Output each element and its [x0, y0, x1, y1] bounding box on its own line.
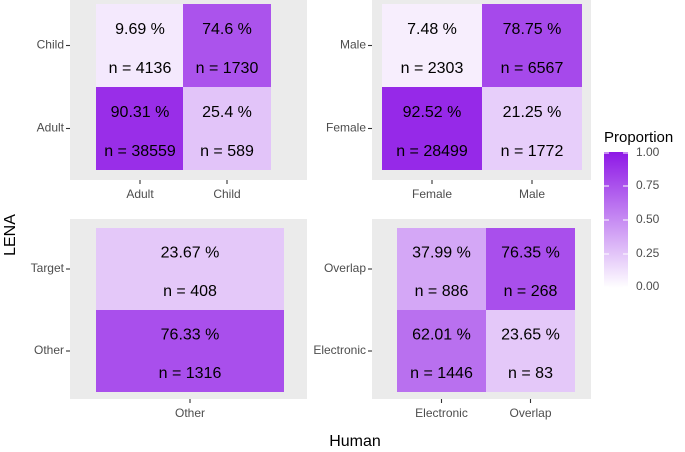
heatmap-cell [96, 310, 284, 392]
cell-percent-label: 76.33 % [161, 327, 220, 344]
y-tick-label: Other [34, 343, 64, 357]
heatmap-cell [96, 228, 284, 310]
x-tick-label: Electronic [415, 406, 468, 420]
cell-percent-label: 74.6 % [202, 21, 252, 38]
x-tick-label: Female [412, 187, 452, 201]
heatmap-cell [382, 4, 482, 87]
heatmap-cell [486, 228, 575, 310]
heatmap-cell [397, 228, 486, 310]
legend-tick-label: 0.75 [636, 178, 660, 192]
legend-tick-label: 0.25 [636, 246, 660, 260]
x-tick-label: Overlap [509, 406, 551, 420]
cell-percent-label: 9.69 % [115, 21, 165, 38]
cell-count-label: n = 38559 [104, 143, 176, 160]
cell-count-label: n = 1772 [501, 143, 564, 160]
x-tick-label: Male [519, 187, 545, 201]
cell-percent-label: 21.25 % [503, 104, 562, 121]
cell-percent-label: 62.01 % [412, 327, 471, 344]
cell-percent-label: 23.67 % [161, 245, 220, 262]
y-tick-label: Female [326, 121, 366, 135]
cell-count-label: n = 268 [504, 283, 558, 300]
x-tick-label: Adult [126, 187, 154, 201]
cell-count-label: n = 408 [163, 283, 217, 300]
cell-percent-label: 7.48 % [407, 21, 457, 38]
heatmap-cell [482, 4, 582, 87]
cell-percent-label: 90.31 % [111, 104, 170, 121]
cell-percent-label: 23.65 % [501, 327, 560, 344]
heatmap-panel: 7.48 % n = 2303 78.75 % n = 6567 92.52 % n = … [326, 0, 591, 201]
y-tick-label: Male [340, 38, 366, 52]
y-tick-label: Overlap [324, 261, 366, 275]
heatmap-panel: 9.69 % n = 4136 74.6 % n = 1730 90.31 % n = 3… [37, 0, 307, 201]
y-tick-label: Target [31, 261, 65, 275]
heatmap-cell [486, 310, 575, 392]
heatmap-cell [397, 310, 486, 392]
cell-count-label: n = 589 [200, 143, 254, 160]
legend: Proportion 1.00 0.75 0.50 0.25 0.00 [604, 129, 673, 293]
heatmap-panel: 37.99 % n = 886 76.35 % n = 268 62.01 % n = 1… [313, 219, 591, 420]
cell-count-label: n = 83 [508, 365, 553, 382]
x-tick-label: Other [175, 406, 205, 420]
heatmap-cell [96, 4, 184, 87]
cell-count-label: n = 886 [415, 283, 469, 300]
heatmap-cell [382, 87, 482, 170]
cell-percent-label: 37.99 % [412, 245, 471, 262]
cell-count-label: n = 1730 [196, 60, 259, 77]
cell-count-label: n = 1446 [410, 365, 473, 382]
heatmap-cell [183, 87, 271, 170]
cell-percent-label: 78.75 % [503, 21, 562, 38]
legend-ticks: 1.00 0.75 0.50 0.25 0.00 [604, 145, 660, 293]
legend-tick-label: 1.00 [636, 145, 660, 159]
y-tick-label: Electronic [313, 343, 366, 357]
y-axis-title: LENA [2, 214, 19, 256]
cell-count-label: n = 28499 [396, 143, 468, 160]
cell-percent-label: 76.35 % [501, 245, 560, 262]
heatmap-cell [96, 87, 184, 170]
legend-tick-label: 0.50 [636, 212, 660, 226]
heatmap-cell [482, 87, 582, 170]
x-tick-label: Child [213, 187, 240, 201]
heatmap-cell [183, 4, 271, 87]
y-tick-label: Adult [37, 121, 65, 135]
legend-title: Proportion [604, 129, 673, 146]
cell-percent-label: 92.52 % [403, 104, 462, 121]
y-tick-label: Child [37, 38, 64, 52]
panels-layer: 9.69 % n = 4136 74.6 % n = 1730 90.31 % n = 3… [31, 0, 591, 420]
legend-tick-label: 0.00 [636, 279, 660, 293]
heatmap-panel: 23.67 % n = 408 76.33 % n = 1316 Other Target… [31, 219, 307, 420]
cell-count-label: n = 2303 [401, 60, 464, 77]
x-axis-title: Human [329, 433, 381, 450]
cell-percent-label: 25.4 % [202, 104, 252, 121]
cell-count-label: n = 1316 [159, 365, 222, 382]
cell-count-label: n = 6567 [501, 60, 564, 77]
cell-count-label: n = 4136 [109, 60, 172, 77]
